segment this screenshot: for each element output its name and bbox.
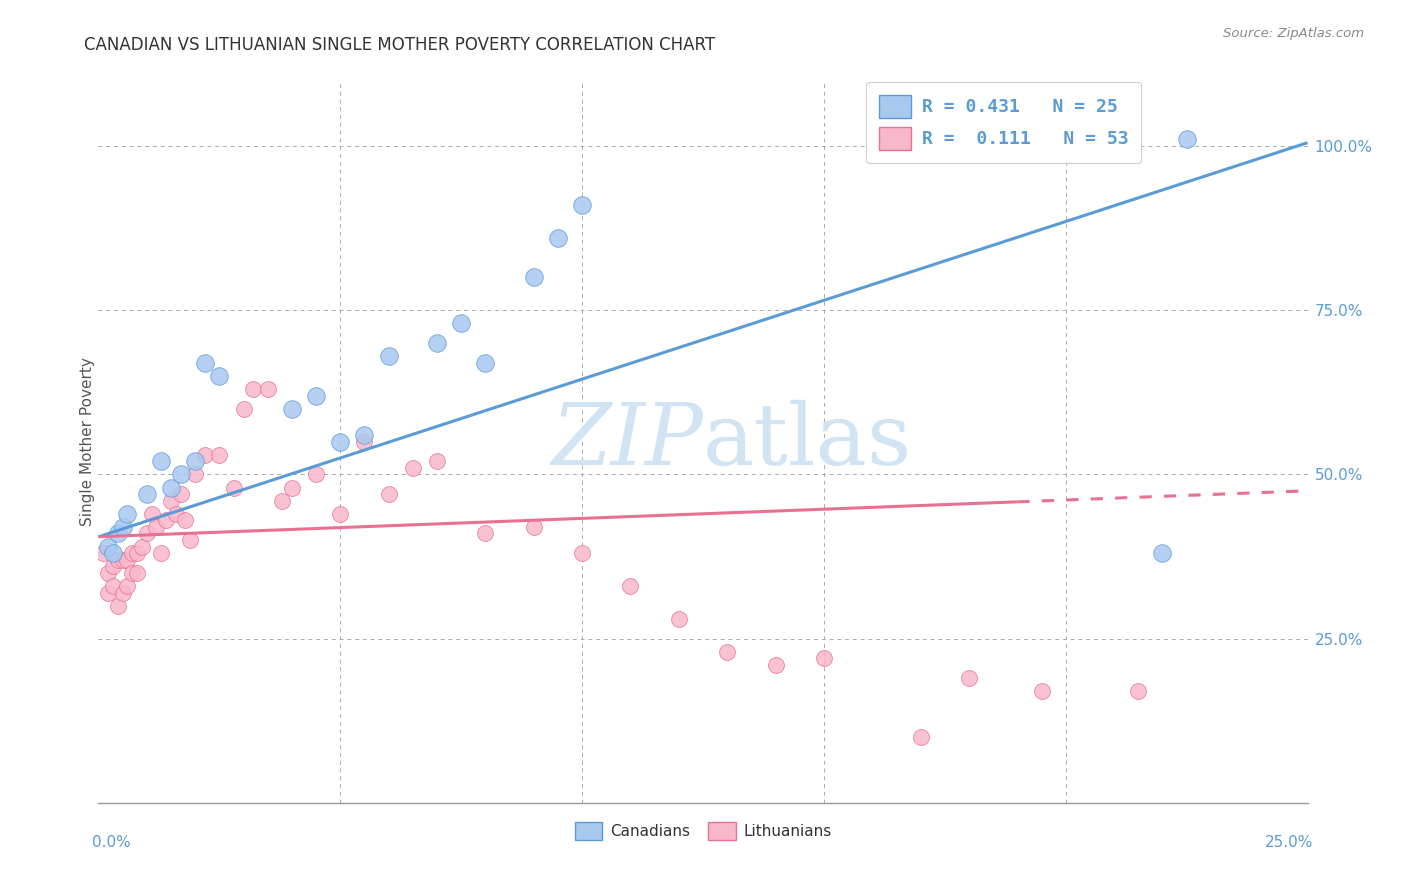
- Point: [271, 493, 294, 508]
- Point: [97, 566, 120, 580]
- Point: [353, 428, 375, 442]
- Point: [668, 612, 690, 626]
- Point: [281, 481, 304, 495]
- Point: [619, 579, 641, 593]
- Point: [305, 388, 328, 402]
- Point: [160, 493, 183, 508]
- Point: [716, 645, 738, 659]
- Point: [184, 454, 207, 468]
- Point: [547, 231, 569, 245]
- Point: [127, 546, 149, 560]
- Point: [910, 730, 932, 744]
- Point: [117, 579, 139, 593]
- Point: [571, 198, 593, 212]
- Point: [169, 467, 191, 482]
- Point: [222, 481, 245, 495]
- Point: [111, 585, 134, 599]
- Point: [165, 507, 187, 521]
- Point: [101, 546, 124, 560]
- Point: [145, 520, 167, 534]
- Point: [117, 507, 139, 521]
- Point: [174, 513, 197, 527]
- Point: [281, 401, 304, 416]
- Point: [208, 368, 231, 383]
- Point: [121, 566, 143, 580]
- Point: [402, 460, 425, 475]
- Point: [1031, 684, 1053, 698]
- Legend: Canadians, Lithuanians: Canadians, Lithuanians: [568, 816, 838, 846]
- Text: atlas: atlas: [703, 400, 912, 483]
- Point: [127, 566, 149, 580]
- Point: [179, 533, 201, 547]
- Point: [194, 448, 217, 462]
- Point: [1152, 546, 1174, 560]
- Text: Source: ZipAtlas.com: Source: ZipAtlas.com: [1223, 27, 1364, 40]
- Point: [305, 467, 328, 482]
- Text: 0.0%: 0.0%: [93, 835, 131, 850]
- Point: [426, 336, 449, 351]
- Point: [160, 481, 183, 495]
- Point: [523, 270, 546, 285]
- Point: [256, 382, 278, 396]
- Point: [353, 434, 375, 449]
- Point: [117, 553, 139, 567]
- Point: [232, 401, 254, 416]
- Text: 25.0%: 25.0%: [1265, 835, 1313, 850]
- Point: [813, 651, 835, 665]
- Point: [91, 546, 114, 560]
- Text: CANADIAN VS LITHUANIAN SINGLE MOTHER POVERTY CORRELATION CHART: CANADIAN VS LITHUANIAN SINGLE MOTHER POV…: [84, 36, 716, 54]
- Point: [523, 520, 546, 534]
- Point: [194, 356, 217, 370]
- Point: [474, 356, 496, 370]
- Point: [150, 454, 173, 468]
- Point: [765, 657, 787, 672]
- Point: [111, 553, 134, 567]
- Point: [97, 585, 120, 599]
- Point: [1175, 132, 1198, 146]
- Point: [131, 540, 153, 554]
- Point: [426, 454, 449, 468]
- Point: [377, 349, 399, 363]
- Point: [107, 599, 129, 613]
- Point: [242, 382, 264, 396]
- Point: [107, 526, 129, 541]
- Point: [150, 546, 173, 560]
- Text: ZIP: ZIP: [551, 401, 703, 483]
- Point: [571, 546, 593, 560]
- Point: [107, 553, 129, 567]
- Point: [208, 448, 231, 462]
- Point: [450, 316, 472, 330]
- Point: [111, 520, 134, 534]
- Point: [377, 487, 399, 501]
- Point: [101, 579, 124, 593]
- Point: [141, 507, 163, 521]
- Point: [184, 467, 207, 482]
- Point: [329, 434, 352, 449]
- Point: [101, 559, 124, 574]
- Point: [957, 671, 980, 685]
- Point: [135, 487, 157, 501]
- Point: [121, 546, 143, 560]
- Point: [329, 507, 352, 521]
- Point: [135, 526, 157, 541]
- Point: [1128, 684, 1150, 698]
- Point: [474, 526, 496, 541]
- Point: [97, 540, 120, 554]
- Point: [169, 487, 191, 501]
- Point: [155, 513, 177, 527]
- Y-axis label: Single Mother Poverty: Single Mother Poverty: [80, 357, 94, 526]
